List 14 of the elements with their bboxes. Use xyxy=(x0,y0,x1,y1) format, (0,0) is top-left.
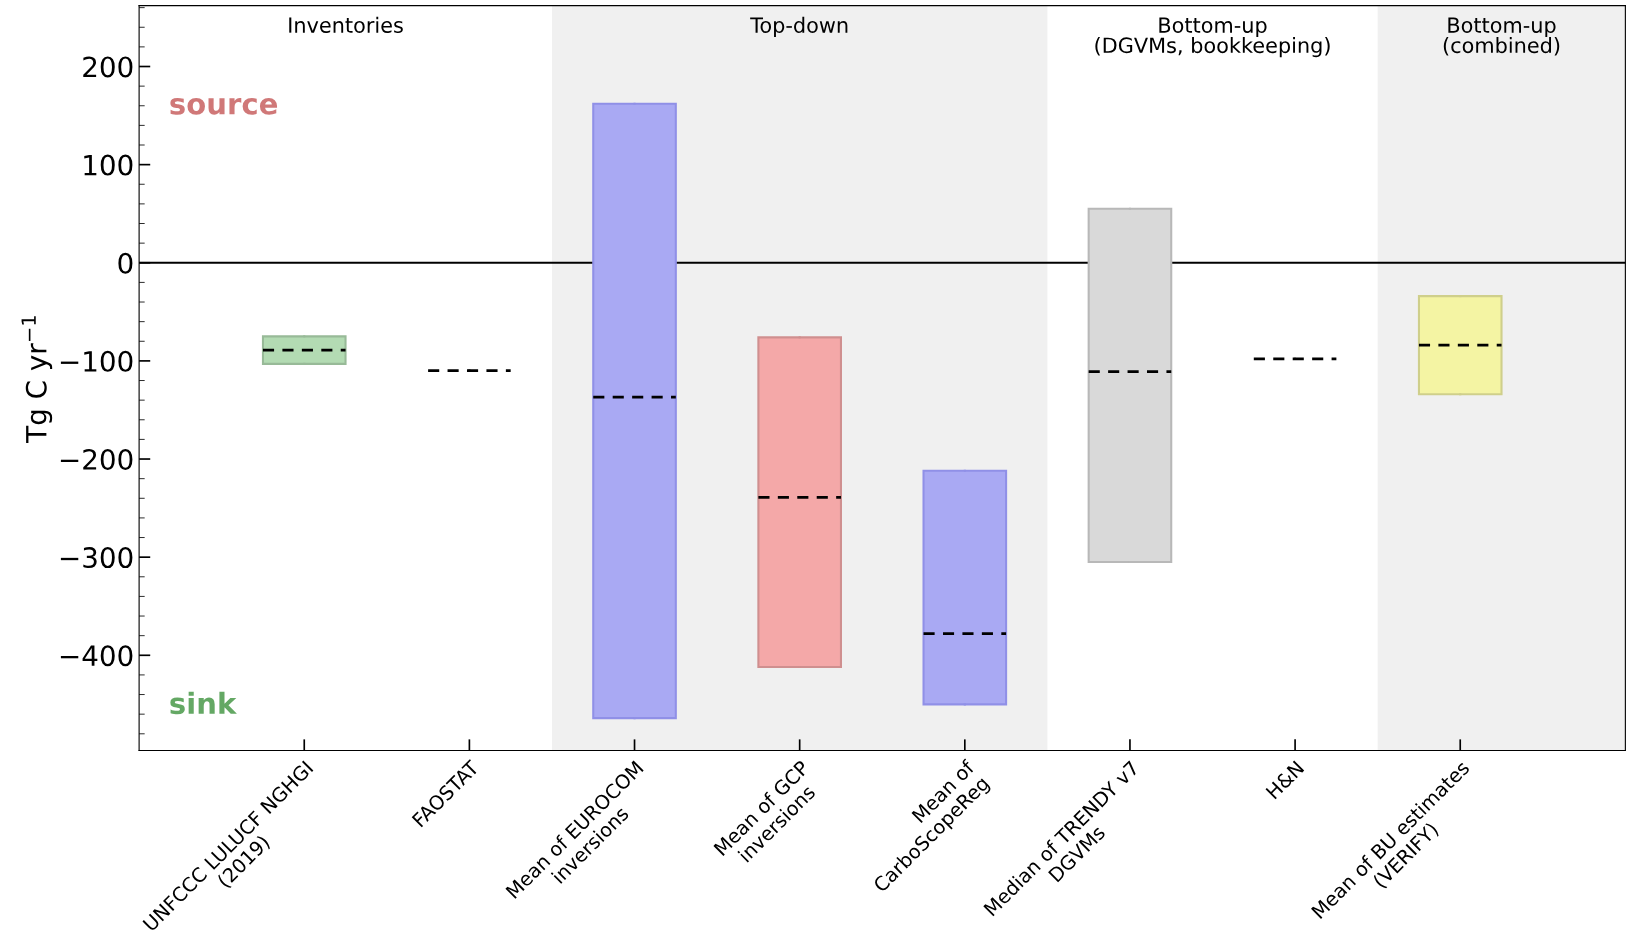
annotation: Bottom-up (DGVMs, bookkeeping) xyxy=(1095,17,1330,58)
y-tick-label: 0 xyxy=(118,252,133,274)
annotation: Top-down xyxy=(750,16,848,37)
y-tick-label: −100 xyxy=(60,350,133,372)
y-tick-label: 100 xyxy=(84,154,133,176)
y-tick-label: −300 xyxy=(60,547,133,569)
y-tick-label: 200 xyxy=(83,56,133,78)
annotation: Bottom-up (combined) xyxy=(1443,17,1560,56)
y-axis-title: Tg C yr$^{−1}$ xyxy=(21,316,53,443)
annotation: source xyxy=(170,97,278,115)
annotation: sink xyxy=(170,691,237,715)
y-tick-label: −200 xyxy=(60,448,133,470)
y-tick-label: −400 xyxy=(60,645,133,667)
annotation: Inventories xyxy=(289,16,403,33)
